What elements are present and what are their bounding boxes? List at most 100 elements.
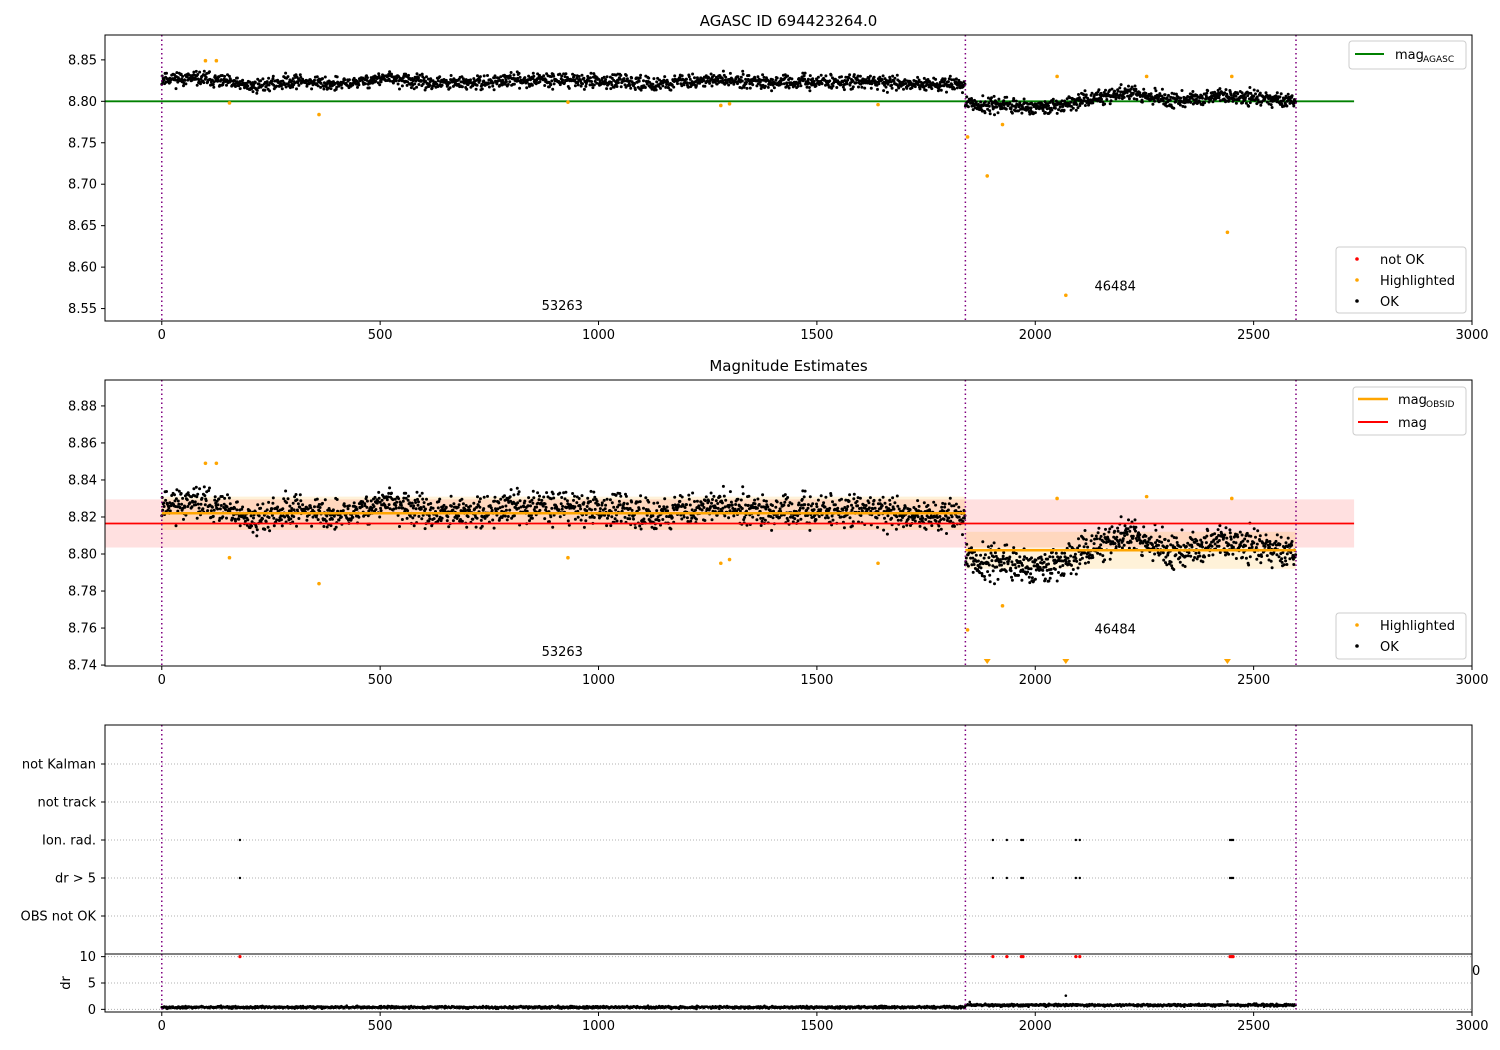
ok-point [295,87,298,91]
ok-point [518,75,522,79]
ok-point [272,524,276,528]
ok-point [560,74,564,78]
ok-point [276,505,280,509]
ok-point [246,518,250,522]
ok-point [759,516,763,520]
ok-point [812,79,816,83]
ok-point [867,501,871,505]
ok-point [983,575,986,578]
ok-point [280,524,284,528]
ok-point [310,524,314,528]
ok-point [847,76,851,80]
ok-point [844,75,848,79]
ok-point [521,81,525,85]
ok-point [957,515,961,519]
ok-point [610,501,614,505]
ok-point [426,77,430,81]
ok-point [1165,563,1169,567]
ok-point [864,504,868,507]
ok-point [499,497,503,501]
ok-point [1153,86,1157,90]
ok-point [962,516,966,520]
ok-point [503,494,506,498]
ok-point [965,95,969,99]
ok-point [1041,573,1045,577]
ok-point [949,519,953,523]
ok-point [797,501,801,505]
ok-point [1043,111,1047,114]
ok-point [263,527,267,531]
ok-point [271,74,275,78]
ok-point [563,81,566,85]
ok-point [517,71,521,75]
ok-point [437,500,441,503]
ok-point [1077,537,1080,541]
ok-point [1184,554,1188,558]
ok-point [1131,91,1135,95]
ok-point [536,501,540,505]
ok-point [1014,552,1018,555]
ok-point [948,496,952,500]
ok-point [495,82,499,86]
ok-point [1010,560,1014,564]
ok-point [1224,553,1227,557]
ok-point [1189,554,1193,558]
ok-point [651,82,655,86]
ok-point [1121,537,1125,541]
ok-point [761,517,765,520]
ok-point [783,500,787,504]
ok-point [1134,529,1137,533]
ok-point [990,544,993,548]
ok-point [378,500,382,504]
ok-point [558,515,562,519]
ok-point [1129,540,1133,544]
ok-point [469,78,472,82]
ok-point [173,499,177,503]
ok-point [945,532,948,535]
ok-point [388,70,392,74]
ok-point [1283,556,1287,560]
ok-point [1290,540,1294,543]
ok-point [606,516,609,520]
ok-point [1248,555,1252,559]
legend-mag-agasc: mag AGASC [1348,40,1467,70]
ok-point [401,506,405,510]
ok-point [477,500,481,504]
ok-point [1119,515,1123,519]
ok-point [657,519,661,522]
ok-point [194,503,198,507]
ok-point [1082,93,1086,97]
ok-point [1133,84,1137,88]
ok-point [756,75,760,79]
ok-point [1074,557,1078,560]
ok-point [831,518,835,522]
highlighted-point [203,58,208,63]
ok-point [1254,92,1257,96]
ok-point [676,82,679,86]
ok-point [881,495,885,499]
ok-point [798,81,802,85]
ok-point [1009,107,1013,111]
ok-point [577,497,581,500]
ok-point [202,485,206,489]
ok-point [309,506,313,510]
ok-point [716,506,720,510]
ok-point [265,80,269,84]
ok-point [1249,534,1253,538]
ok-point [578,504,582,508]
ok-point [930,524,934,528]
ok-point [1252,541,1256,545]
ok-point [671,503,675,507]
ok-point [729,500,733,504]
ok-point [1001,557,1005,561]
ok-point [1048,576,1052,580]
ok-point [1206,529,1210,533]
highlighted-point [1144,74,1149,79]
ok-point [517,506,521,510]
ok-point [545,491,549,495]
ok-point [1191,538,1194,542]
ok-point [534,82,538,86]
ok-point [289,517,293,521]
ok-point [1234,541,1238,545]
ok-point [337,518,341,522]
